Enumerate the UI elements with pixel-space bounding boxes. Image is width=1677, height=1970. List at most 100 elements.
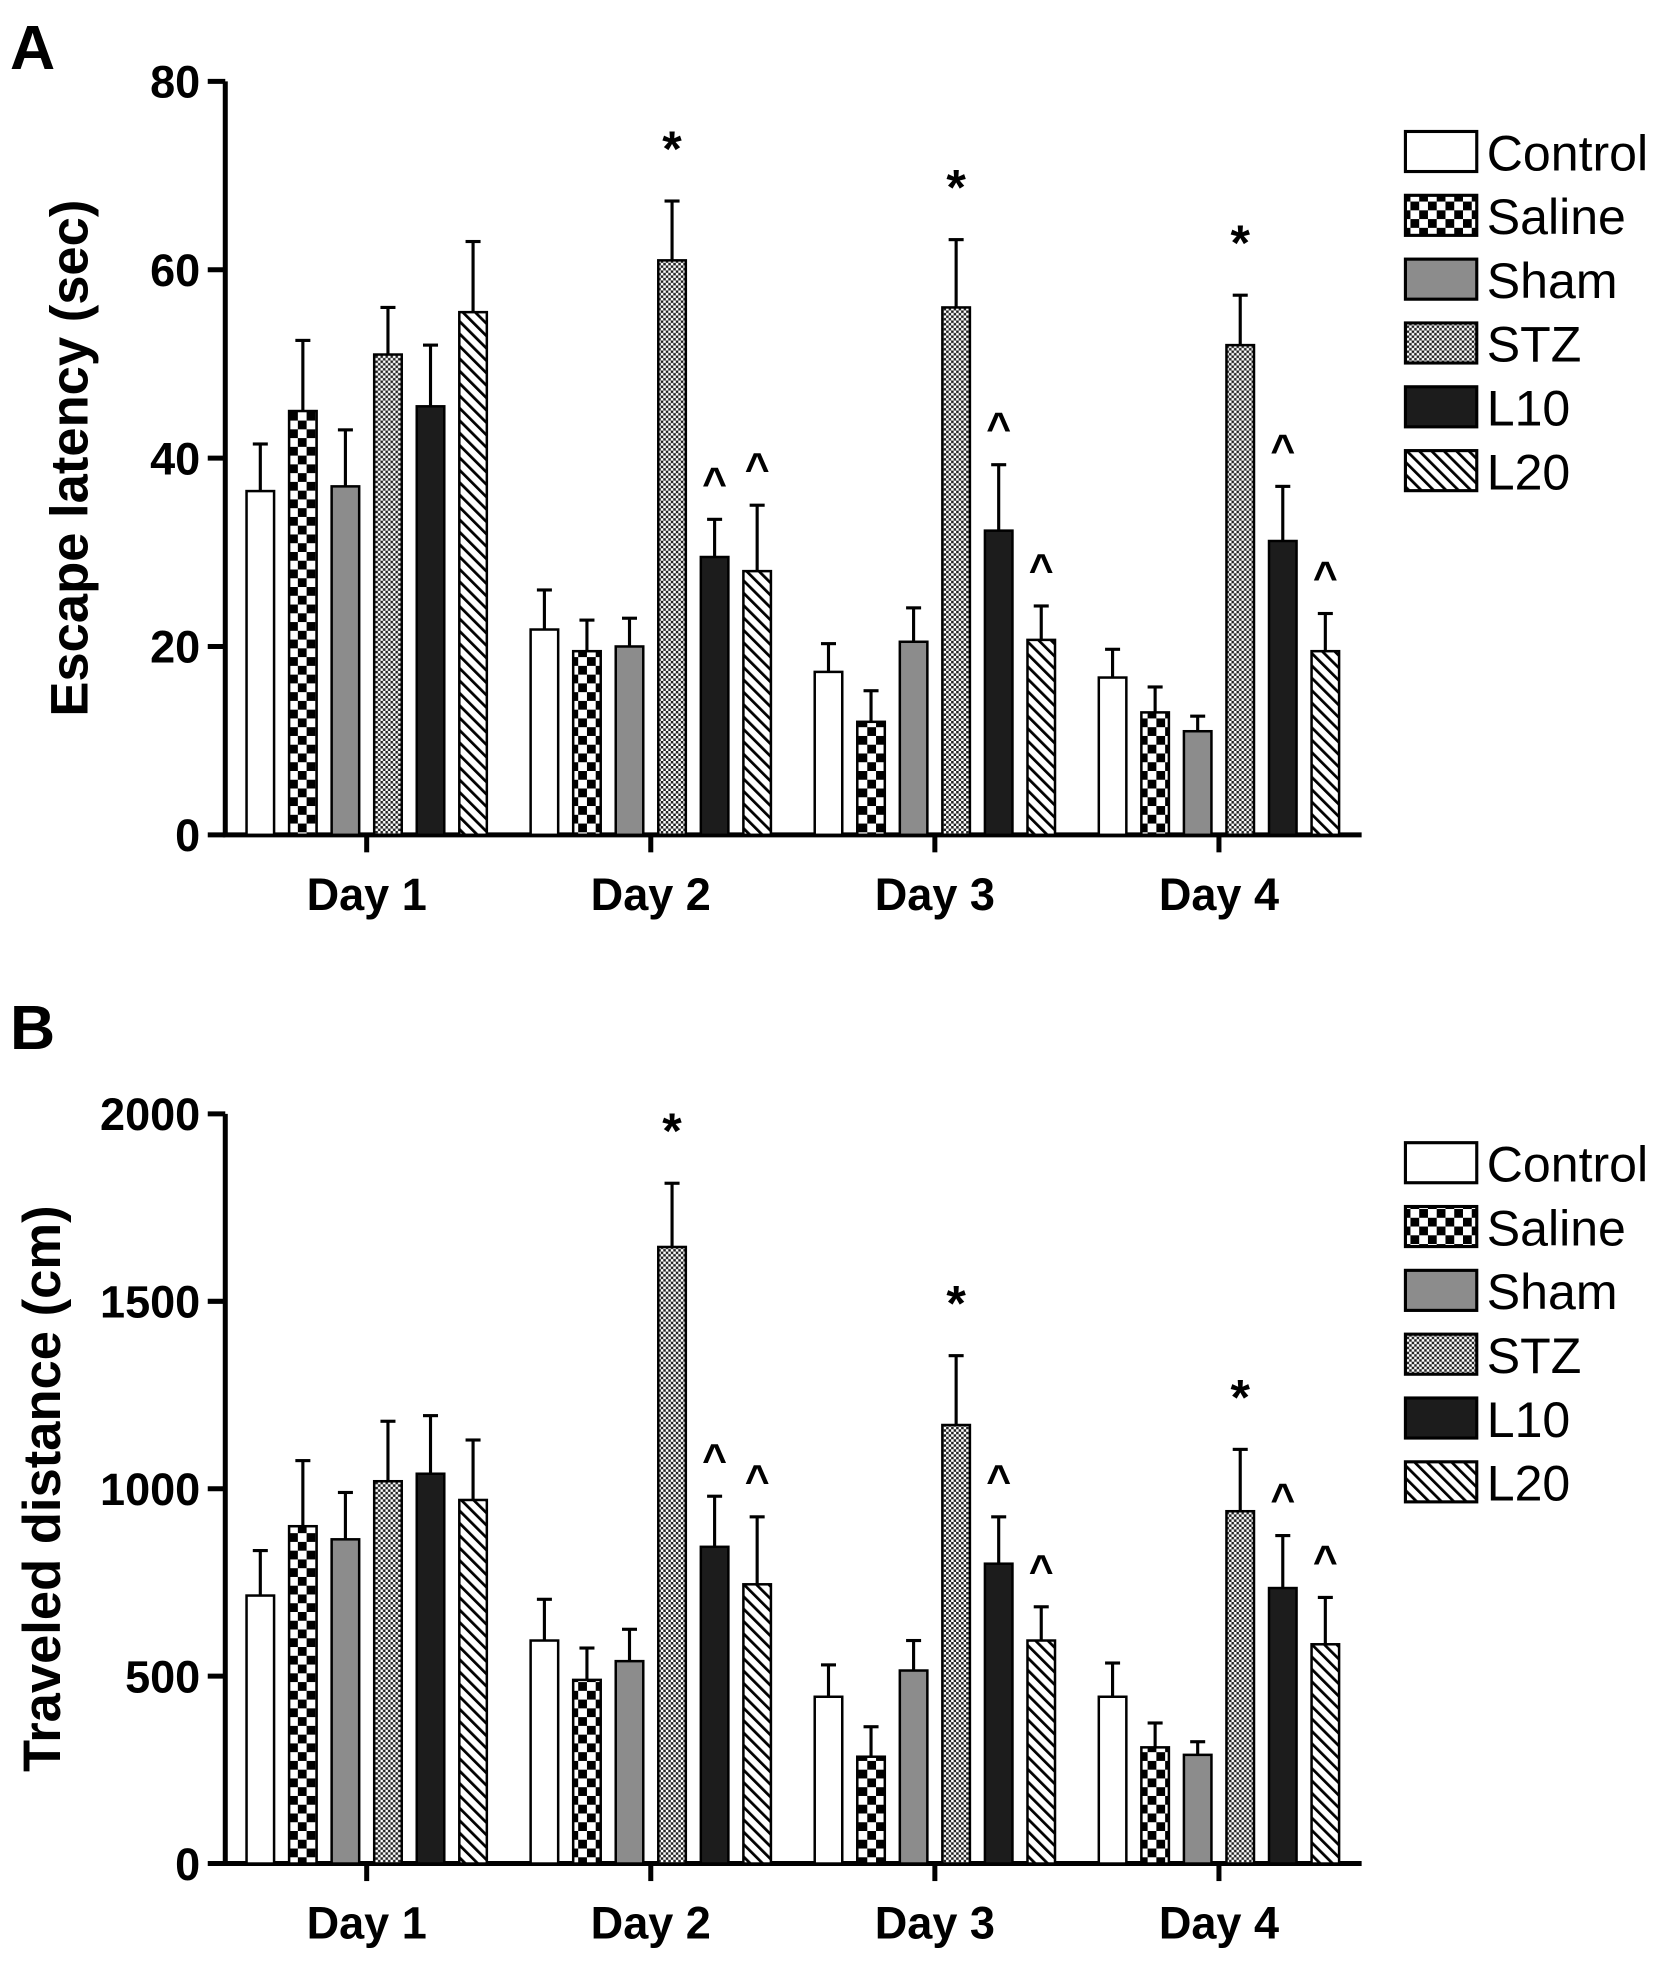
bar-sham-day3 bbox=[898, 640, 929, 837]
bar-l10-day4 bbox=[1267, 1586, 1298, 1865]
y-tick-label: 40 bbox=[150, 433, 200, 484]
bar-l20-day4 bbox=[1310, 1643, 1341, 1865]
y-tick-label: 2000 bbox=[100, 1089, 200, 1140]
significance-caret: ^ bbox=[1270, 426, 1295, 474]
bar-l10-day3 bbox=[983, 1562, 1014, 1865]
bar-sham-day2 bbox=[614, 1659, 645, 1865]
legend-label: L10 bbox=[1487, 1392, 1571, 1448]
legend-label: L20 bbox=[1487, 444, 1571, 500]
bar-stz-day3 bbox=[941, 306, 972, 837]
panel-letter: B bbox=[10, 993, 55, 1063]
bar-l20-day1 bbox=[458, 310, 489, 837]
significance-caret: ^ bbox=[1313, 553, 1338, 601]
significance-caret: ^ bbox=[1313, 1537, 1338, 1585]
bar-control-day4 bbox=[1097, 1695, 1128, 1865]
significance-caret: ^ bbox=[745, 1456, 770, 1504]
significance-caret: ^ bbox=[745, 445, 770, 493]
legend-swatch bbox=[1403, 449, 1479, 493]
bar-saline-day4 bbox=[1140, 711, 1171, 837]
legend-swatch bbox=[1403, 1396, 1479, 1440]
x-tick-label: Day 1 bbox=[307, 1898, 427, 1949]
bar-control-day3 bbox=[813, 1695, 844, 1865]
significance-star: * bbox=[662, 1103, 682, 1159]
legend-swatch bbox=[1403, 257, 1479, 301]
bar-l20-day2 bbox=[742, 569, 773, 837]
legend-label: STZ bbox=[1487, 1328, 1582, 1384]
legend-swatch bbox=[1403, 1268, 1479, 1312]
bar-sham-day4 bbox=[1182, 1753, 1213, 1865]
bar-control-day1 bbox=[245, 489, 276, 837]
bar-control-day2 bbox=[529, 1639, 560, 1865]
legend: Control Saline Sham STZ L10 L20 bbox=[1403, 1136, 1648, 1512]
bar-l10-day3 bbox=[983, 529, 1014, 837]
y-tick-label: 0 bbox=[175, 810, 200, 861]
bar-l10-day2 bbox=[699, 1545, 730, 1865]
y-tick-label: 1000 bbox=[100, 1464, 200, 1515]
bar-stz-day4 bbox=[1225, 343, 1256, 837]
bar-stz-day3 bbox=[941, 1423, 972, 1865]
legend-label: Saline bbox=[1487, 1200, 1626, 1256]
significance-caret: ^ bbox=[986, 404, 1011, 452]
bar-sham-day1 bbox=[330, 1538, 361, 1865]
significance-star: * bbox=[946, 160, 966, 216]
legend-label: STZ bbox=[1487, 317, 1582, 373]
y-tick-label: 20 bbox=[150, 622, 200, 673]
bar-saline-day1 bbox=[287, 409, 318, 837]
legend: Control Saline Sham STZ L10 L20 bbox=[1403, 125, 1648, 500]
legend-swatch bbox=[1403, 1460, 1479, 1504]
significance-star: * bbox=[662, 121, 682, 177]
y-axis-title: Traveled distance (cm) bbox=[13, 1205, 72, 1772]
bar-l10-day1 bbox=[415, 405, 446, 837]
x-tick-label: Day 1 bbox=[307, 869, 427, 920]
bar-control-day3 bbox=[813, 670, 844, 837]
bar-saline-day3 bbox=[856, 720, 887, 837]
bar-saline-day1 bbox=[287, 1524, 318, 1865]
significance-caret: ^ bbox=[1029, 1546, 1054, 1594]
x-tick-label: Day 2 bbox=[591, 869, 711, 920]
x-tick-label: Day 3 bbox=[875, 1898, 995, 1949]
legend-label: Control bbox=[1487, 1136, 1648, 1192]
legend-swatch bbox=[1403, 1141, 1479, 1185]
legend-label: Saline bbox=[1487, 189, 1626, 245]
bar-sham-day3 bbox=[898, 1669, 929, 1865]
bar-saline-day2 bbox=[571, 649, 602, 837]
y-tick-label: 60 bbox=[150, 245, 200, 296]
x-tick-label: Day 4 bbox=[1159, 1898, 1279, 1949]
legend-swatch bbox=[1403, 1332, 1479, 1376]
bar-sham-day1 bbox=[330, 485, 361, 837]
significance-caret: ^ bbox=[702, 1436, 727, 1484]
bar-l20-day2 bbox=[742, 1583, 773, 1865]
bar-l20-day3 bbox=[1026, 1639, 1057, 1865]
legend-label: Sham bbox=[1487, 253, 1618, 309]
y-tick-label: 1500 bbox=[100, 1277, 200, 1328]
bar-l10-day1 bbox=[415, 1472, 446, 1865]
legend-swatch bbox=[1403, 385, 1479, 429]
bar-control-day2 bbox=[529, 628, 560, 837]
bar-saline-day3 bbox=[856, 1755, 887, 1865]
y-tick-label: 500 bbox=[125, 1651, 200, 1702]
significance-caret: ^ bbox=[1029, 545, 1054, 593]
legend-label: L20 bbox=[1487, 1456, 1571, 1512]
panel-letter: A bbox=[10, 13, 55, 83]
bar-control-day4 bbox=[1097, 676, 1128, 837]
significance-caret: ^ bbox=[702, 459, 727, 507]
bar-l10-day2 bbox=[699, 555, 730, 837]
bar-stz-day2 bbox=[657, 259, 688, 837]
x-tick-label: Day 2 bbox=[591, 1898, 711, 1949]
significance-star: * bbox=[1230, 1369, 1250, 1425]
legend-swatch bbox=[1403, 1204, 1479, 1249]
significance-star: * bbox=[946, 1276, 966, 1332]
bar-saline-day2 bbox=[571, 1678, 602, 1865]
significance-star: * bbox=[1230, 215, 1250, 271]
legend-label: Control bbox=[1487, 125, 1648, 181]
legend-label: Sham bbox=[1487, 1264, 1618, 1320]
bar-stz-day4 bbox=[1225, 1509, 1256, 1865]
bar-stz-day1 bbox=[372, 353, 403, 837]
bar-l20-day4 bbox=[1310, 649, 1341, 837]
significance-caret: ^ bbox=[1270, 1475, 1295, 1523]
significance-caret: ^ bbox=[986, 1456, 1011, 1504]
bar-stz-day2 bbox=[657, 1245, 688, 1865]
bar-l20-day3 bbox=[1026, 638, 1057, 837]
bar-sham-day2 bbox=[614, 645, 645, 837]
